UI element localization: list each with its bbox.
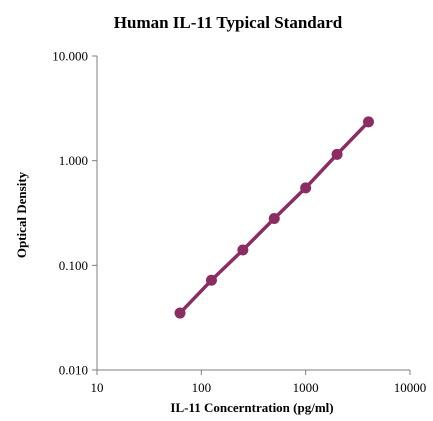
data-point — [362, 116, 374, 128]
x-tick-label: 10000 — [394, 380, 427, 395]
y-tick-label: 0.100 — [59, 258, 88, 273]
data-point — [331, 148, 343, 160]
data-point — [174, 307, 186, 319]
data-point — [237, 244, 249, 256]
x-axis-ticks: 10 100 1000 10000 — [91, 370, 427, 395]
y-tick-label: 1.000 — [59, 153, 88, 168]
series-layer — [174, 116, 374, 319]
data-point — [268, 213, 280, 225]
x-axis-label: IL-11 Concerntration (pg/ml) — [170, 400, 333, 415]
x-tick-label: 1000 — [293, 380, 319, 395]
x-tick-label: 100 — [192, 380, 212, 395]
chart-title: Human IL-11 Typical Standard — [114, 13, 343, 32]
data-point — [205, 274, 217, 286]
y-axis-ticks: 0.010 0.100 1.000 10.000 — [52, 49, 97, 378]
x-tick-label: 10 — [91, 380, 104, 395]
y-tick-label: 10.000 — [52, 49, 88, 64]
y-axis-label: Optical Density — [14, 171, 29, 258]
data-point — [300, 182, 312, 194]
y-tick-label: 0.010 — [59, 363, 88, 378]
